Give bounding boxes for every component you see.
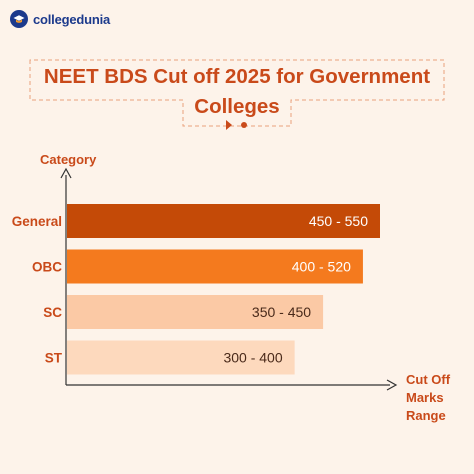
brand-name: collegedunia xyxy=(33,11,111,27)
bar-value-label-st: 300 - 400 xyxy=(223,350,282,366)
chart-title: NEET BDS Cut off 2025 for Government Col… xyxy=(0,62,474,122)
category-labels: General OBC SC ST xyxy=(12,214,63,366)
bar-sc xyxy=(67,295,324,329)
category-label-general: General xyxy=(12,214,62,229)
bar-st xyxy=(67,340,295,375)
title-line-1: NEET BDS Cut off 2025 for Government xyxy=(43,65,431,88)
title-arrow-ornament xyxy=(226,120,247,130)
bar-obc xyxy=(67,249,363,284)
x-axis-title-line-3: Range xyxy=(406,408,446,423)
x-axis-title: Cut Off Marks Range xyxy=(406,372,451,423)
graduation-cap-icon xyxy=(10,10,28,28)
category-label-sc: SC xyxy=(43,305,62,320)
bar-value-label-obc: 400 - 520 xyxy=(292,259,351,275)
title-frame xyxy=(29,59,445,127)
bar-value-label-sc: 350 - 450 xyxy=(252,304,311,320)
category-label-obc: OBC xyxy=(32,260,62,275)
y-axis-arrow xyxy=(60,167,72,179)
category-label-st: ST xyxy=(45,351,63,366)
x-axis-title-line-1: Cut Off xyxy=(406,372,451,387)
title-line-2: Colleges xyxy=(194,95,280,118)
bar-value-label-general: 450 - 550 xyxy=(309,213,368,229)
y-axis-title: Category xyxy=(40,152,97,167)
bar-value-labels: 450 - 550 400 - 520 350 - 450 300 - 400 xyxy=(223,213,368,366)
bars-group xyxy=(67,204,380,375)
x-axis-arrow xyxy=(386,379,398,391)
x-axis-title-line-2: Marks xyxy=(406,390,444,405)
bar-general xyxy=(67,204,380,238)
brand-logo: collegedunia xyxy=(10,10,110,28)
